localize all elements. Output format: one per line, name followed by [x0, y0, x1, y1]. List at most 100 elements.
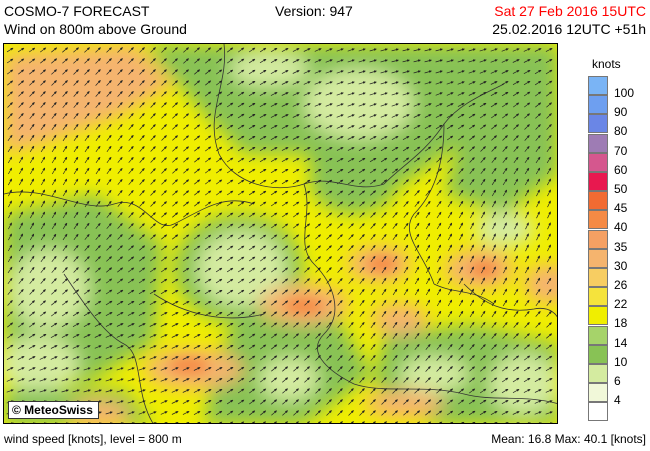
wind-arrow — [172, 168, 178, 174]
wind-arrow — [51, 112, 57, 119]
wind-arrow — [128, 167, 134, 174]
wind-arrow — [303, 114, 311, 118]
wind-arrow — [204, 201, 212, 207]
wind-arrow — [161, 47, 167, 53]
wind-arrow — [413, 48, 421, 52]
wind-arrow — [347, 179, 355, 185]
wind-arrow — [183, 58, 189, 64]
wind-arrow — [536, 200, 540, 208]
wind-arrow — [314, 125, 322, 129]
wind-arrow — [204, 146, 212, 152]
wind-arrow — [150, 80, 156, 86]
wind-arrow — [502, 135, 508, 141]
wind-arrow — [468, 70, 476, 74]
wind-map: © MeteoSwiss — [3, 43, 558, 424]
wind-arrow — [502, 167, 508, 175]
wind-arrow — [480, 189, 486, 197]
wind-arrow — [150, 179, 156, 185]
wind-arrow — [51, 91, 57, 97]
wind-arrow — [457, 48, 465, 52]
wind-arrow — [98, 422, 102, 423]
wind-arrow — [215, 201, 223, 207]
wind-arrow — [303, 157, 311, 163]
wind-arrow — [204, 102, 212, 108]
wind-arrow — [546, 113, 552, 119]
wind-arrow — [172, 113, 178, 119]
wind-arrow — [402, 59, 410, 63]
wind-arrow — [32, 422, 36, 423]
wind-arrow — [402, 125, 410, 129]
wind-arrow — [73, 167, 79, 175]
wind-arrow — [204, 113, 212, 119]
wind-arrow — [457, 124, 465, 130]
wind-arrow — [314, 48, 322, 52]
wind-arrow — [524, 167, 530, 175]
wind-arrow — [40, 123, 46, 131]
field-title: Wind on 800m above Ground — [4, 21, 187, 37]
wind-arrow — [259, 135, 267, 141]
wind-arrow — [106, 91, 112, 97]
wind-arrow — [314, 70, 322, 74]
wind-arrow — [215, 179, 223, 185]
wind-arrow — [248, 91, 256, 97]
wind-arrow — [18, 113, 24, 119]
wind-arrow — [95, 156, 101, 164]
wind-arrow — [40, 156, 46, 164]
wind-arrow — [380, 168, 388, 174]
wind-arrow — [139, 135, 145, 141]
wind-arrow — [73, 189, 79, 197]
wind-arrow — [117, 134, 123, 141]
wind-arrow — [259, 102, 267, 108]
wind-arrow — [402, 48, 410, 52]
wind-arrow — [183, 179, 190, 185]
wind-arrow — [172, 80, 178, 86]
wind-arrow — [73, 112, 79, 119]
wind-arrow — [435, 92, 443, 96]
wind-arrow — [29, 91, 35, 97]
wind-arrow — [392, 190, 398, 196]
wind-arrow — [183, 102, 189, 108]
wind-arrow — [95, 189, 101, 197]
wind-arrow — [325, 114, 333, 118]
wind-arrow — [546, 124, 552, 130]
wind-arrow — [369, 125, 377, 129]
wind-arrow — [215, 124, 223, 130]
wind-arrow — [128, 201, 134, 207]
legend-swatch — [588, 268, 608, 287]
wind-arrow — [513, 167, 519, 175]
legend-label: 60 — [614, 162, 628, 177]
wind-arrow — [292, 168, 300, 174]
wind-arrow — [194, 168, 201, 174]
wind-arrow — [109, 422, 113, 423]
wind-arrow — [205, 58, 212, 64]
wind-arrow — [435, 59, 443, 63]
wind-arrow — [106, 123, 112, 130]
wind-arrow — [29, 123, 35, 131]
wind-arrow — [369, 179, 377, 185]
legend-swatch — [588, 133, 608, 153]
wind-arrow — [391, 168, 399, 174]
wind-arrow — [226, 102, 234, 108]
wind-arrow — [117, 123, 123, 130]
wind-arrow — [150, 190, 156, 196]
wind-arrow — [425, 157, 432, 163]
wind-arrow — [545, 69, 553, 75]
wind-arrow — [513, 156, 519, 164]
wind-arrow — [424, 70, 432, 74]
wind-arrow — [270, 81, 278, 85]
wind-arrow — [183, 91, 189, 97]
wind-arrow — [150, 168, 156, 174]
wind-arrow — [512, 70, 520, 74]
wind-arrow — [545, 80, 553, 86]
wind-arrow — [424, 135, 432, 141]
wind-arrow — [534, 48, 542, 52]
wind-arrow — [501, 102, 509, 108]
wind-arrow — [347, 59, 355, 63]
wind-arrow — [205, 80, 212, 86]
wind-arrow — [150, 47, 156, 53]
wind-arrow — [436, 157, 442, 163]
wind-arrow — [161, 80, 167, 86]
wind-arrow — [150, 69, 156, 75]
legend-label: 14 — [614, 335, 628, 350]
wind-arrow — [369, 157, 377, 163]
